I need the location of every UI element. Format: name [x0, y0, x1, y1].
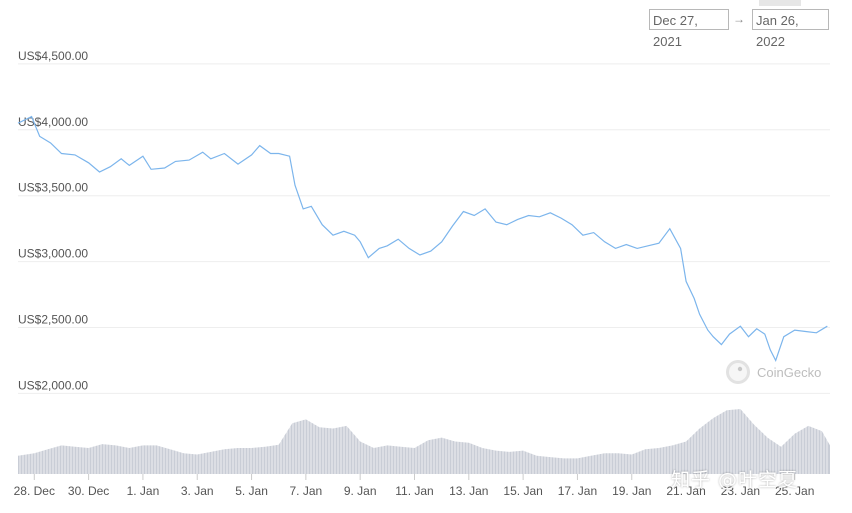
coingecko-logo: CoinGecko — [726, 360, 821, 384]
x-tick-label: 23. Jan — [721, 484, 760, 498]
y-tick-label: US$3,000.00 — [18, 247, 88, 261]
y-axis-ticks: US$4,500.00 US$4,000.00 US$3,500.00 US$3,00… — [18, 49, 88, 393]
x-tick-label: 28. Dec — [14, 484, 55, 498]
x-tick-label: 17. Jan — [558, 484, 597, 498]
date-range-arrow: → — [733, 12, 745, 26]
grid-lines — [18, 63, 830, 394]
x-tick-label: 5. Jan — [235, 484, 268, 498]
x-tick-label: 11. Jan — [395, 484, 433, 498]
y-tick-label: US$2,500.00 — [18, 313, 88, 327]
y-tick-label: US$4,500.00 — [18, 49, 88, 63]
x-tick-label: 21. Jan — [666, 484, 705, 498]
x-tick-label: 1. Jan — [127, 484, 160, 498]
coingecko-logo-text: CoinGecko — [757, 365, 821, 380]
x-tick-label: 3. Jan — [181, 484, 214, 498]
y-tick-label: US$4,000.00 — [18, 115, 88, 129]
y-tick-label: US$2,000.00 — [18, 378, 88, 392]
x-tick-label: 7. Jan — [290, 484, 323, 498]
x-axis-ticks: 28. Dec 30. Dec 1. Jan 3. Jan 5. Jan 7. Jan 9.… — [14, 474, 814, 498]
price-line[interactable] — [17, 115, 828, 363]
x-tick-label: 15. Jan — [503, 484, 542, 498]
y-tick-label: US$3,500.00 — [18, 181, 88, 195]
x-tick-label: 13. Jan — [449, 484, 488, 498]
x-tick-label: 25. Jan — [775, 484, 814, 498]
date-to-input[interactable]: Jan 26, 2022 — [752, 9, 829, 49]
x-tick-label: 9. Jan — [344, 484, 377, 498]
x-tick-label: 19. Jan — [612, 484, 651, 498]
range-selector-tab[interactable] — [759, 0, 801, 6]
volume-bars — [18, 404, 830, 474]
x-tick-label: 30. Dec — [68, 484, 109, 498]
zhihu-watermark: 知乎 @叶空夏 — [671, 469, 799, 491]
date-from-input[interactable]: Dec 27, 2021 — [649, 9, 729, 49]
